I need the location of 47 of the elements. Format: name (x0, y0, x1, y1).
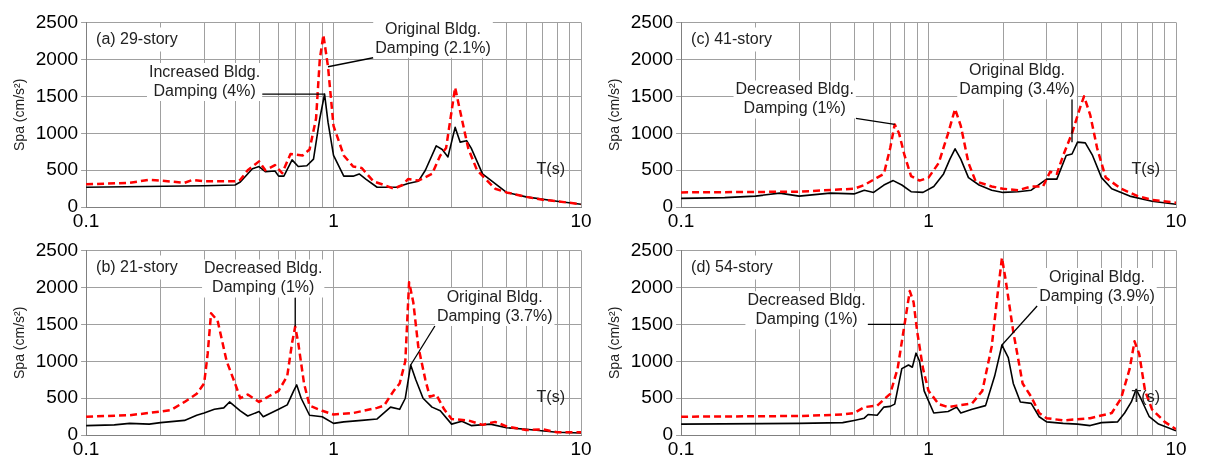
y-tick-label: 2000 (630, 47, 674, 69)
y-axis-title: Spa (cm/s²) (11, 78, 28, 151)
y-axis-title: Spa (cm/s²) (606, 78, 623, 151)
y-tick-label: 500 (641, 158, 674, 180)
y-tick-label: 1500 (35, 312, 79, 334)
y-tick-label: 500 (46, 386, 79, 408)
annotation: Original Bldg. Damping (3.4%) (959, 61, 1075, 98)
annotation: Decreased Bldg. Damping (1%) (747, 291, 866, 328)
annotation: Original Bldg. Damping (3.9%) (1039, 267, 1155, 304)
y-tick-label: 2000 (630, 275, 674, 297)
chart-title: (d) 54-story (691, 257, 773, 275)
chart-title: (b) 21-story (96, 257, 178, 275)
y-tick-label: 2500 (35, 10, 79, 32)
chart-title: (c) 41-story (691, 29, 772, 47)
chart-title: (a) 29-story (96, 29, 178, 47)
y-tick-label: 1000 (35, 349, 79, 371)
y-tick-label: 1500 (630, 84, 674, 106)
y-tick-label: 1500 (630, 312, 674, 334)
x-tick-label: 10 (1165, 437, 1187, 459)
y-tick-label: 1000 (35, 121, 79, 143)
x-tick-label: 1 (923, 209, 934, 231)
annotation: Original Bldg. Damping (3.7%) (436, 287, 553, 324)
y-tick-label: 2000 (35, 47, 79, 69)
x-tick-label: 10 (570, 437, 592, 459)
annotation: Decreased Bldg. Damping (1%) (204, 259, 323, 296)
y-axis-title: Spa (cm/s²) (11, 306, 28, 379)
y-tick-label: 1000 (630, 349, 674, 371)
x-axis-title: T(s) (536, 387, 565, 405)
x-axis-title: T(s) (536, 159, 565, 177)
y-tick-label: 2500 (630, 10, 674, 32)
y-tick-label: 1000 (630, 121, 674, 143)
y-axis-title: Spa (cm/s²) (606, 306, 623, 379)
y-tick-label: 2500 (630, 238, 674, 260)
x-tick-label: 1 (923, 437, 934, 459)
x-tick-label: 1 (328, 437, 339, 459)
y-tick-label: 2000 (35, 275, 79, 297)
y-tick-label: 500 (46, 158, 79, 180)
annotation: Increased Bldg. Damping (4%) (148, 63, 261, 100)
y-tick-label: 2500 (35, 238, 79, 260)
annotation: Decreased Bldg. Damping (1%) (735, 80, 854, 117)
y-tick-label: 1500 (35, 84, 79, 106)
annotation: Original Bldg. Damping (2.1%) (375, 19, 491, 56)
x-tick-label: 10 (570, 209, 592, 231)
x-tick-label: 1 (328, 209, 339, 231)
x-axis-title: T(s) (1131, 159, 1160, 177)
x-tick-label: 10 (1165, 209, 1187, 231)
y-tick-label: 500 (641, 386, 674, 408)
